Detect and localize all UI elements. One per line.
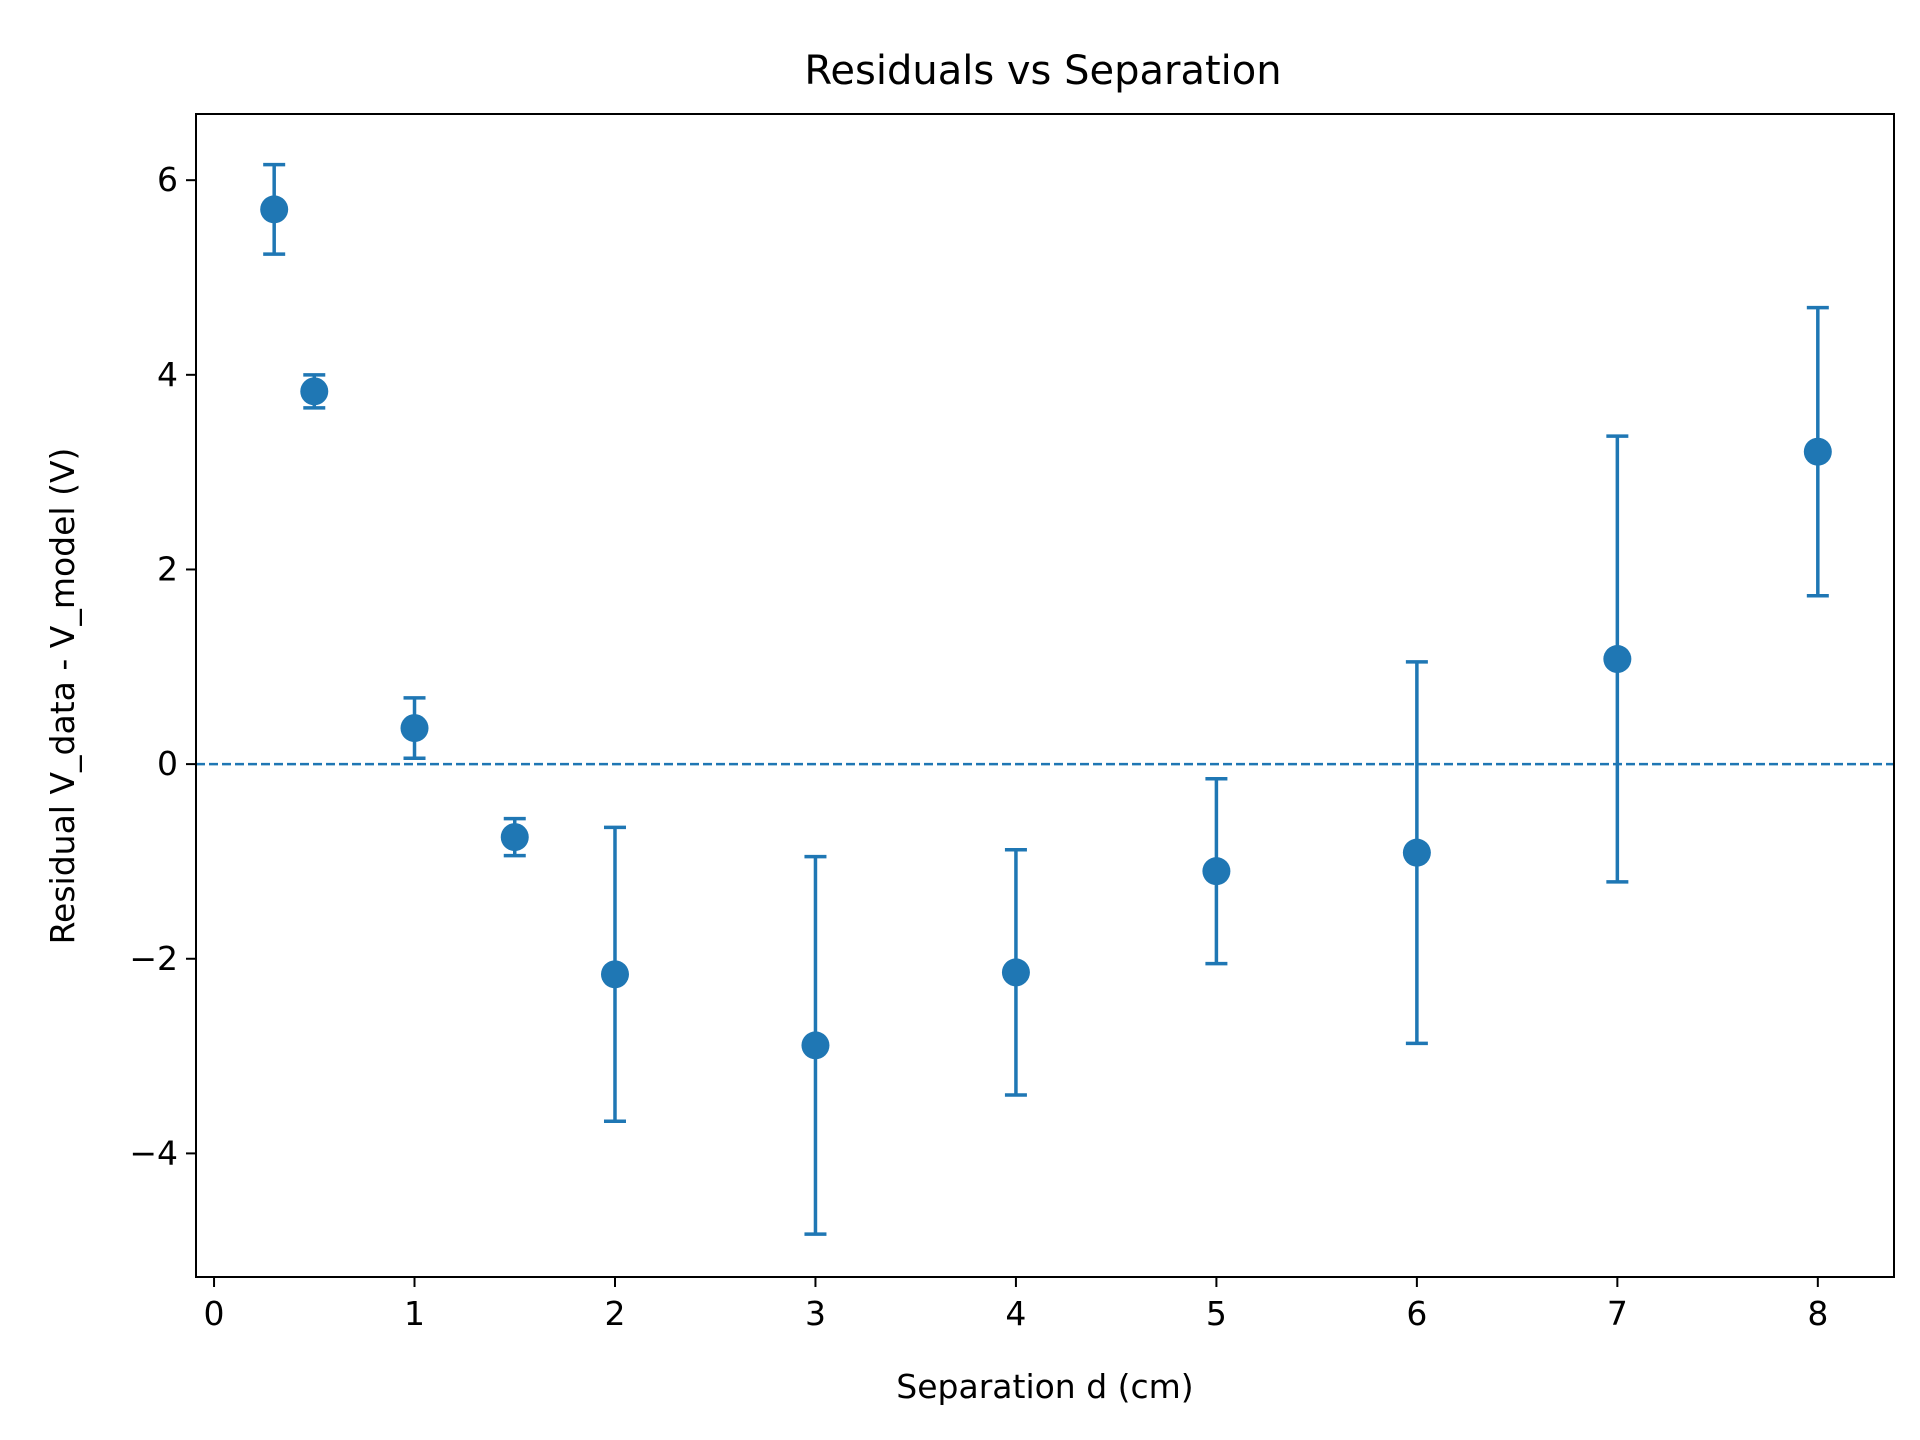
x-axis: 0 1 2 3 4 5 6 7 8	[204, 1277, 1828, 1333]
data-point	[801, 1031, 830, 1060]
data-point	[1001, 958, 1030, 987]
x-tick-label: 3	[805, 1294, 826, 1333]
data-point	[1603, 645, 1632, 674]
y-tick-label: 0	[157, 744, 178, 783]
x-tick-label: 7	[1607, 1294, 1628, 1333]
data-point	[1803, 437, 1832, 466]
chart-title: Residuals vs Separation	[804, 48, 1281, 94]
plot-area	[196, 162, 1894, 1236]
x-tick-label: 0	[204, 1294, 225, 1333]
plot-frame	[195, 113, 1895, 1278]
data-point	[600, 960, 629, 989]
x-tick-label: 5	[1206, 1294, 1227, 1333]
x-tick-label: 4	[1005, 1294, 1026, 1333]
data-point	[300, 377, 329, 406]
x-tick-label: 8	[1807, 1294, 1828, 1333]
data-point-group	[1803, 305, 1832, 598]
x-axis-label: Separation d (cm)	[896, 1367, 1193, 1406]
data-point-group	[260, 162, 289, 256]
y-tick-label: 6	[157, 160, 178, 199]
y-tick-label: −2	[129, 939, 178, 978]
y-tick-label: 2	[157, 549, 178, 588]
data-point-group	[600, 825, 629, 1124]
data-point-group	[400, 696, 429, 761]
x-tick-label: 6	[1406, 1294, 1427, 1333]
data-point-group	[1001, 848, 1030, 1097]
x-tick-label: 1	[404, 1294, 425, 1333]
y-tick-label: 4	[157, 355, 178, 394]
data-point	[400, 714, 429, 743]
data-point-group	[1603, 434, 1632, 884]
data-point	[500, 823, 529, 852]
data-point-group	[500, 816, 529, 858]
x-tick-label: 2	[604, 1294, 625, 1333]
data-point-group	[801, 854, 830, 1236]
data-point-group	[1402, 660, 1431, 1046]
data-point	[260, 195, 289, 224]
y-axis: −4 −2 0 2 4 6	[129, 160, 196, 1172]
y-axis-label: Residual V_data - V_model (V)	[43, 448, 82, 945]
y-tick-label: −4	[129, 1133, 178, 1172]
data-point	[1402, 838, 1431, 867]
data-point-group	[300, 373, 329, 410]
data-point	[1202, 857, 1231, 886]
data-point-group	[1202, 776, 1231, 966]
